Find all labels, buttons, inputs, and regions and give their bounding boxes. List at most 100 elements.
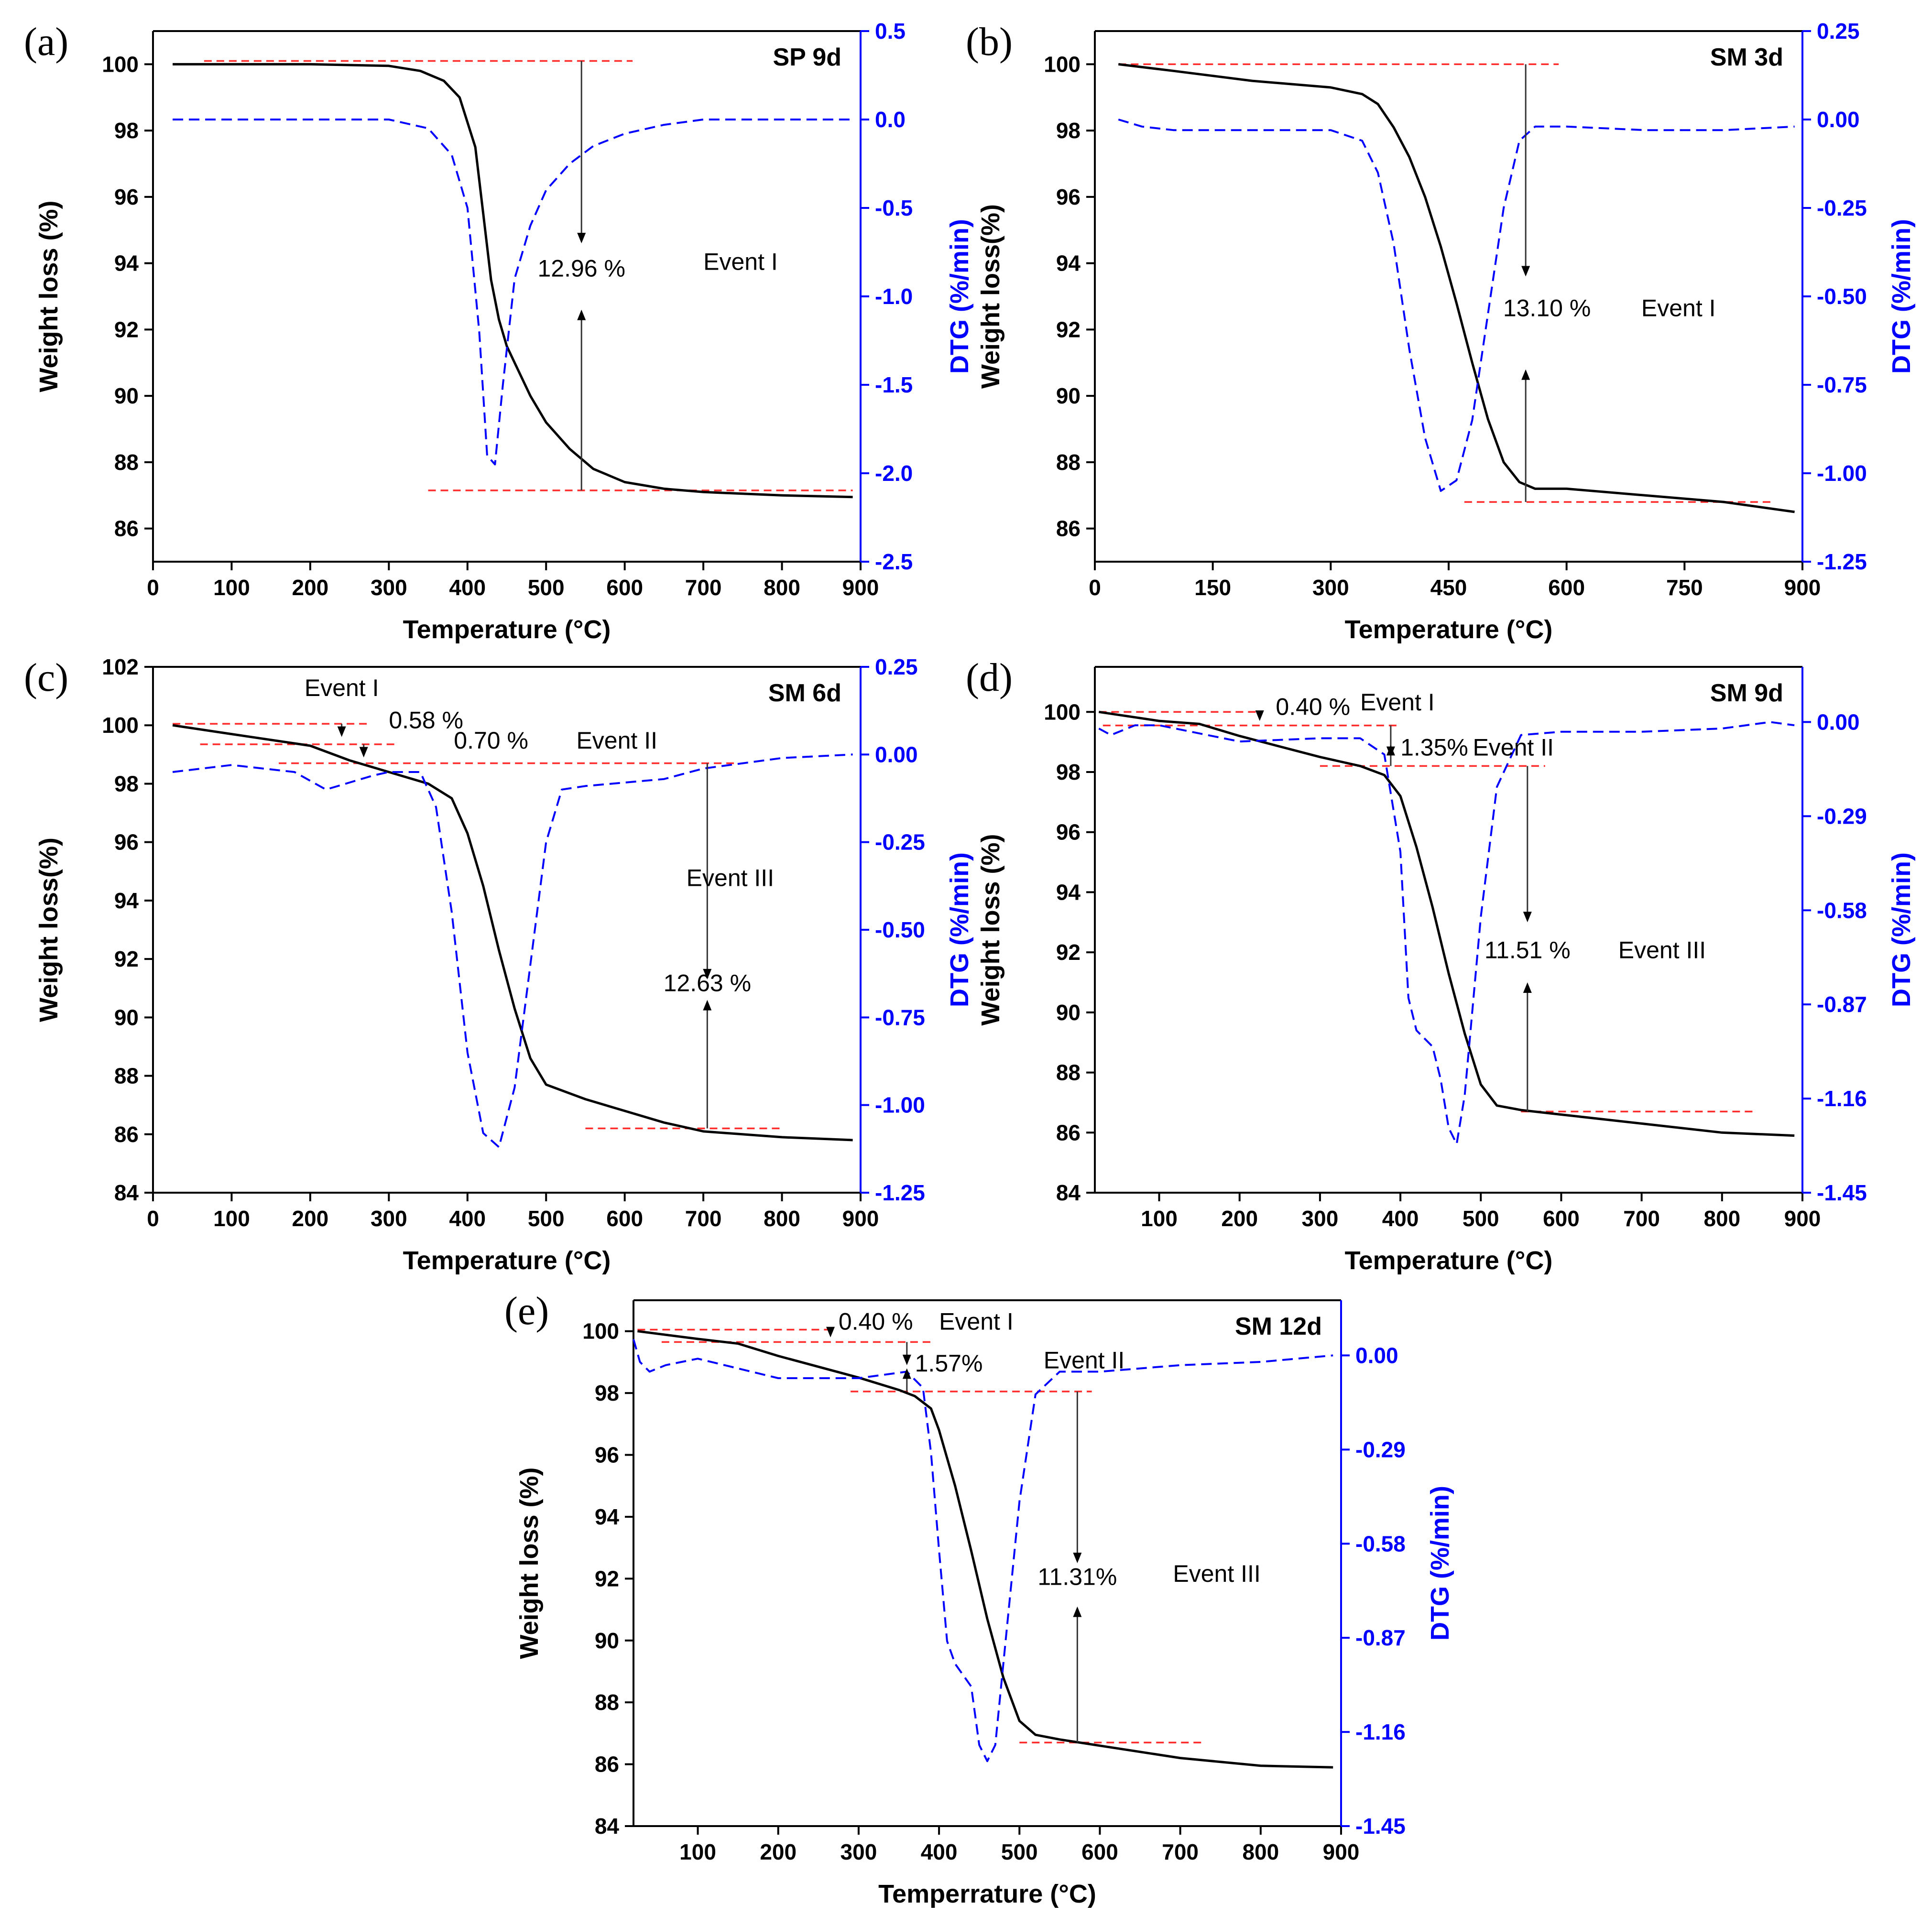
y-tick-label: 100 — [582, 1319, 619, 1344]
y-tick-label: 94 — [114, 251, 139, 276]
y-tick-label: 92 — [595, 1566, 619, 1591]
y-tick-label: 96 — [114, 830, 139, 855]
y-tick-label: 94 — [595, 1504, 620, 1529]
x-tick-label: 200 — [292, 575, 329, 600]
y-tick-label: 100 — [102, 713, 139, 738]
x-axis-title: Temperature (°C) — [403, 1246, 611, 1275]
y2-axis-title: DTG (%/min) — [1887, 852, 1916, 1007]
x-tick-label: 300 — [1312, 575, 1349, 600]
dtg-curve — [1118, 119, 1795, 492]
sample-label: SM 6d — [768, 679, 841, 707]
x-tick-label: 600 — [1081, 1839, 1118, 1864]
y-tick-label: 90 — [114, 383, 139, 408]
x-tick-label: 750 — [1666, 575, 1703, 600]
y2-tick-label: -0.87 — [1355, 1625, 1406, 1650]
x-tick-label: 600 — [1543, 1206, 1580, 1231]
y-tick-label: 94 — [114, 888, 139, 913]
annotation-label: Event III — [1173, 1560, 1260, 1587]
x-tick-label: 600 — [606, 575, 643, 600]
y2-tick-label: 0.00 — [875, 742, 918, 767]
y-tick-label: 96 — [114, 185, 139, 209]
y2-tick-label: -0.29 — [1817, 804, 1867, 828]
annotation-label: Event III — [1618, 937, 1706, 964]
chart-panel: 100 200 300 400 500 600 700 800 900 84 86 88 90 92 94 9… — [966, 655, 1916, 1275]
chart-panel: 0 100 200 300 400 500 600 700 800 900 84 86 88 90 92 94… — [24, 654, 974, 1275]
y2-tick-label: -0.25 — [1817, 196, 1867, 220]
y2-tick-label: -1.25 — [875, 1180, 925, 1205]
x-tick-label: 100 — [213, 1206, 250, 1231]
annotation-label: 12.96 % — [537, 255, 625, 282]
y2-tick-label: -1.16 — [1817, 1086, 1867, 1111]
dtg-curve — [172, 753, 853, 1148]
arrow-head — [703, 968, 712, 979]
x-tick-label: 300 — [840, 1839, 877, 1864]
x-tick-label: 700 — [685, 575, 722, 600]
x-tick-label: 900 — [1323, 1839, 1360, 1864]
y-tick-label: 98 — [595, 1381, 619, 1405]
arrow-head — [902, 1368, 911, 1379]
y-axis-title: Weight loss(%) — [34, 838, 63, 1022]
arrow-head — [359, 747, 368, 758]
y2-tick-label: -0.75 — [875, 1005, 925, 1030]
arrow-head — [1521, 369, 1530, 380]
x-tick-label: 600 — [606, 1206, 643, 1231]
annotation-label: Event I — [1641, 295, 1716, 322]
x-axis-title: Temperature (°C) — [1345, 1246, 1553, 1275]
x-tick-label: 900 — [1784, 575, 1821, 600]
y-tick-label: 94 — [1056, 880, 1081, 904]
x-axis-title: Temperrature (°C) — [878, 1880, 1096, 1908]
y2-tick-label: -0.87 — [1817, 992, 1867, 1017]
arrow-head — [1255, 710, 1264, 721]
x-tick-label: 900 — [1784, 1206, 1821, 1231]
panel-label: (e) — [504, 1289, 549, 1333]
y2-tick-label: -1.16 — [1355, 1719, 1406, 1744]
y-tick-label: 90 — [1056, 1000, 1081, 1025]
y-tick-label: 92 — [1056, 940, 1081, 965]
y2-tick-label: 0.25 — [1817, 19, 1860, 44]
x-tick-label: 450 — [1430, 575, 1467, 600]
y-tick-label: 88 — [595, 1690, 619, 1715]
sample-label: SM 3d — [1710, 44, 1783, 71]
dtg-curve — [1098, 721, 1795, 1145]
weight-loss-curve — [1099, 710, 1795, 1137]
y-tick-label: 100 — [102, 52, 139, 76]
y-axis-title: Weight loss(%) — [976, 204, 1005, 389]
y-tick-label: 98 — [114, 118, 139, 143]
y-tick-label: 98 — [114, 771, 139, 796]
annotation-label: Event I — [939, 1308, 1014, 1335]
panel-label: (b) — [966, 20, 1013, 64]
y-tick-label: 88 — [1056, 450, 1081, 475]
y2-axis-title: DTG (%/min) — [1887, 219, 1916, 374]
x-tick-label: 700 — [1162, 1839, 1199, 1864]
annotation-label: 0.70 % — [454, 727, 528, 754]
y-tick-label: 102 — [102, 654, 139, 679]
annotation-label: 0.58 % — [389, 707, 463, 733]
x-tick-label: 0 — [147, 1206, 159, 1231]
sample-label: SM 12d — [1235, 1313, 1322, 1340]
y2-tick-label: -2.5 — [875, 549, 913, 574]
y-axis-title: Weight loss (%) — [976, 834, 1005, 1025]
y-tick-label: 98 — [1056, 118, 1081, 143]
y2-tick-label: -0.75 — [1817, 372, 1867, 397]
y2-tick-label: -1.5 — [875, 372, 913, 397]
y-tick-label: 88 — [1056, 1060, 1081, 1085]
y2-tick-label: -0.50 — [1817, 284, 1867, 309]
x-tick-label: 400 — [449, 1206, 486, 1231]
x-tick-label: 300 — [371, 575, 407, 600]
sample-label: SM 9d — [1710, 679, 1783, 707]
y2-tick-label: -0.58 — [1355, 1531, 1406, 1556]
arrow-head — [577, 233, 586, 243]
x-tick-label: 800 — [764, 1206, 800, 1231]
y-tick-label: 86 — [595, 1752, 619, 1777]
x-tick-label: 700 — [685, 1206, 722, 1231]
x-tick-label: 200 — [760, 1839, 797, 1864]
arrow-head — [1521, 266, 1530, 277]
chart-panel: 0 150 300 450 600 750 900 86 88 90 92 94 96 98 100 -1.2… — [966, 19, 1916, 644]
y-tick-label: 90 — [595, 1628, 619, 1653]
sample-label: SP 9d — [773, 44, 841, 71]
arrow-head — [1073, 1606, 1082, 1617]
annotation-label: 11.51 % — [1484, 937, 1571, 964]
y-tick-label: 86 — [114, 1122, 139, 1147]
x-tick-label: 400 — [1382, 1206, 1419, 1231]
